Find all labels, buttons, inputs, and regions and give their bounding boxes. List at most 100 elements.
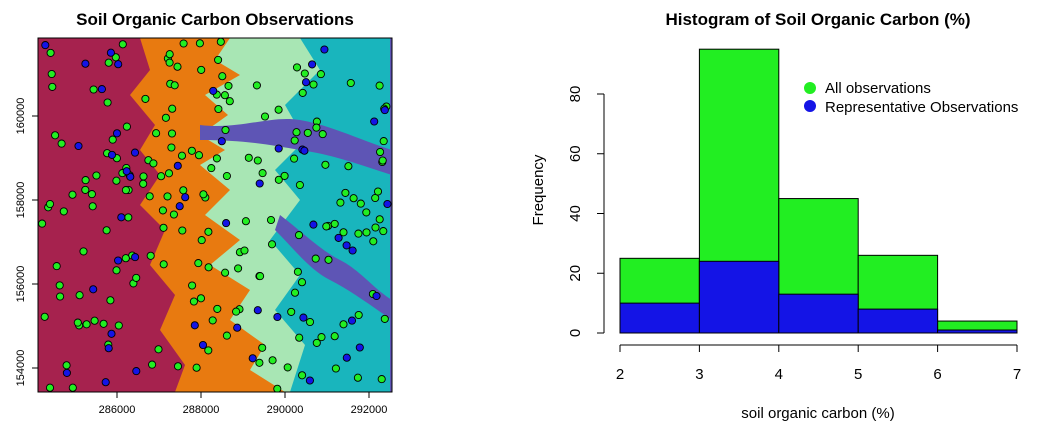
- observation-point: [292, 128, 301, 137]
- observation-point: [118, 40, 127, 49]
- representative-point: [122, 167, 131, 176]
- observation-point: [212, 154, 221, 163]
- observation-point: [139, 172, 148, 181]
- observation-point: [283, 363, 292, 372]
- representative-point: [300, 146, 309, 155]
- representative-point: [97, 85, 106, 94]
- map-ytick-label: 158000: [15, 182, 27, 219]
- observation-point: [121, 186, 130, 195]
- observation-point: [197, 65, 206, 74]
- observation-point: [167, 143, 176, 152]
- observation-point: [267, 240, 277, 249]
- observation-point: [354, 310, 363, 320]
- observation-point: [196, 294, 206, 303]
- histogram-axes: 2 3 4 5 6 7 0 20 40 60 80: [567, 86, 1021, 383]
- observation-point: [152, 129, 161, 138]
- observation-point: [258, 343, 267, 352]
- representative-point: [132, 367, 141, 376]
- representative-point: [273, 312, 282, 322]
- observation-point: [353, 373, 362, 382]
- observation-point: [339, 320, 348, 329]
- representative-point: [114, 60, 123, 69]
- observation-point: [104, 58, 113, 67]
- observation-point: [258, 169, 267, 178]
- map-ytick-label: 156000: [15, 266, 27, 303]
- observation-point: [167, 129, 177, 138]
- observation-point: [177, 151, 187, 160]
- observation-point: [179, 186, 188, 195]
- observation-point: [309, 80, 318, 89]
- representative-point: [372, 291, 381, 301]
- observation-point: [214, 55, 223, 64]
- observation-point: [344, 162, 353, 171]
- representative-point: [131, 253, 140, 262]
- observation-point: [141, 94, 150, 103]
- observation-point: [112, 176, 121, 185]
- observation-point: [293, 267, 302, 276]
- observation-point: [192, 363, 201, 372]
- representative-point: [62, 368, 71, 377]
- observation-point: [194, 259, 203, 268]
- representative-point: [253, 306, 262, 315]
- observation-point: [154, 345, 163, 354]
- observation-point: [222, 331, 231, 340]
- observation-point: [187, 146, 196, 155]
- observation-point: [376, 147, 385, 157]
- representative-point: [107, 150, 117, 159]
- map-frame: [37, 37, 393, 393]
- observation-point: [295, 333, 304, 342]
- observation-point: [298, 88, 307, 97]
- observation-point: [99, 319, 108, 328]
- observation-point: [204, 346, 213, 355]
- y-tick-label: 60: [567, 145, 584, 162]
- representative-point: [126, 172, 135, 181]
- observation-point: [298, 371, 307, 380]
- observation-point: [330, 219, 339, 228]
- map-xtick-label: 292000: [351, 404, 388, 416]
- observation-point: [62, 361, 71, 370]
- observation-point: [224, 81, 233, 90]
- observation-point: [148, 360, 157, 369]
- histogram-bars: [619, 48, 1018, 334]
- representative-point: [101, 378, 110, 387]
- legend: All observations Representative Observat…: [804, 80, 1018, 116]
- observation-point: [336, 198, 345, 207]
- observation-point: [157, 172, 166, 181]
- observation-point: [106, 296, 115, 305]
- observation-point: [378, 156, 387, 165]
- observation-point: [321, 160, 330, 169]
- representative-point: [104, 344, 113, 353]
- observation-point: [195, 39, 204, 48]
- representative-point: [173, 161, 182, 170]
- legend-marker-rep: [804, 100, 816, 112]
- observation-point: [312, 123, 321, 132]
- observation-point: [178, 226, 187, 235]
- y-tick-label: 40: [567, 205, 584, 222]
- y-tick-label: 0: [567, 329, 584, 337]
- observation-point: [103, 98, 112, 107]
- observation-point: [132, 273, 141, 282]
- observation-point: [322, 222, 331, 231]
- observation-point: [112, 266, 121, 275]
- observation-point: [300, 69, 309, 78]
- observation-point: [292, 63, 302, 72]
- observation-point: [253, 156, 262, 165]
- representative-point: [348, 246, 357, 255]
- observation-point: [297, 278, 307, 287]
- observation-point: [375, 215, 384, 224]
- map-xtick-label: 290000: [267, 404, 304, 416]
- representative-point: [181, 193, 190, 202]
- observation-point: [204, 263, 213, 272]
- observation-point: [173, 62, 182, 71]
- x-tick-label: 7: [1013, 366, 1021, 383]
- representative-point: [320, 45, 329, 54]
- observation-point: [256, 272, 265, 281]
- observation-point: [159, 260, 168, 269]
- observation-point: [346, 78, 355, 88]
- observation-point: [318, 130, 327, 139]
- representative-point: [309, 220, 318, 229]
- observation-point: [92, 171, 101, 180]
- representative-point: [380, 106, 389, 115]
- representative-point: [190, 321, 199, 330]
- observation-point: [339, 228, 348, 237]
